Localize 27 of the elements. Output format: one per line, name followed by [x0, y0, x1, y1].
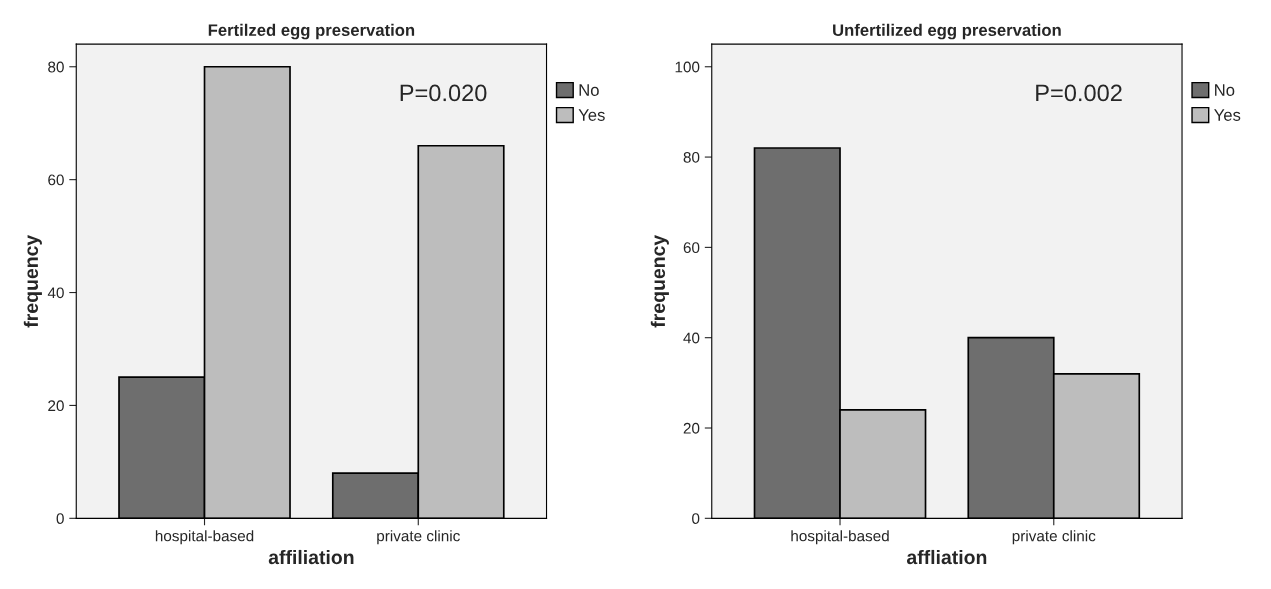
x-tick-label: private clinic: [377, 530, 460, 545]
y-tick-label: 20: [48, 400, 64, 412]
y-tick-label: 80: [683, 151, 700, 163]
y-tick-label: 60: [683, 242, 700, 254]
annotation: P=0.002: [1036, 84, 1122, 102]
y-tick-label: 40: [47, 287, 64, 299]
y-tick-label: 100: [675, 61, 700, 73]
y-tick-label: 40: [683, 332, 700, 344]
y-tick-label: 60: [48, 174, 64, 186]
y-axis-title: frequency: [650, 234, 669, 328]
y-tick-label: 0: [692, 513, 700, 525]
y-tick-label: 20: [683, 422, 700, 434]
x-tick-label: hospital-based: [791, 530, 889, 545]
legend-label: No: [579, 84, 599, 96]
legend-label: Yes: [1214, 109, 1241, 121]
y-tick-label: 0: [56, 513, 64, 525]
annotation: P=0.020: [400, 84, 487, 102]
y-tick-label: 80: [48, 61, 64, 73]
x-axis-title: affiliation: [268, 549, 354, 565]
chart-title: Fertilzed egg preservation: [208, 23, 415, 40]
y-axis-title: frequency: [23, 234, 42, 328]
chart-title: Unfertilized egg preservation: [833, 23, 1061, 40]
x-axis-title: affliation: [906, 549, 987, 565]
x-tick-label: hospital-based: [155, 530, 254, 545]
legend-label: Yes: [578, 109, 605, 121]
legend-label: No: [1215, 84, 1235, 96]
x-tick-label: private clinic: [1012, 530, 1096, 545]
